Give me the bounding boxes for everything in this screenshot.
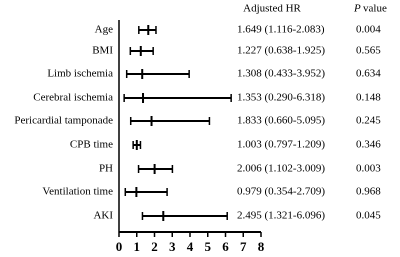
category-label: Ventilation time bbox=[42, 186, 113, 198]
p-value: 0.004 bbox=[356, 24, 381, 36]
x-tick-label: 8 bbox=[258, 239, 265, 254]
p-header-italic: P bbox=[353, 3, 361, 15]
hr-header: Adjusted HR bbox=[243, 3, 301, 15]
p-value: 0.245 bbox=[356, 115, 381, 127]
hr-label: 1.833 (0.660-5.095) bbox=[237, 115, 325, 127]
category-label: AKI bbox=[93, 210, 113, 222]
hr-label: 2.006 (1.102-3.009) bbox=[237, 163, 325, 175]
hr-label: 0.979 (0.354-2.709) bbox=[237, 186, 325, 198]
p-value: 0.346 bbox=[356, 139, 381, 151]
category-label: Age bbox=[95, 24, 113, 36]
hr-label: 1.003 (0.797-1.209) bbox=[237, 139, 325, 151]
p-value: 0.565 bbox=[356, 45, 381, 57]
category-label: PH bbox=[99, 163, 113, 175]
x-tick-label: 4 bbox=[187, 239, 194, 254]
hr-label: 1.353 (0.290-6.318) bbox=[237, 92, 325, 104]
hr-label: 1.649 (1.116-2.083) bbox=[237, 24, 325, 36]
hr-label: 1.308 (0.433-3.952) bbox=[237, 68, 325, 80]
category-label: CPB time bbox=[70, 139, 113, 151]
category-label: Cerebral ischemia bbox=[33, 92, 113, 104]
p-value: 0.968 bbox=[356, 186, 381, 198]
x-tick-label: 5 bbox=[205, 239, 212, 254]
x-tick-label: 7 bbox=[240, 239, 247, 254]
x-tick-label: 0 bbox=[116, 239, 123, 254]
category-label: Pericardial tamponade bbox=[14, 115, 113, 127]
hr-label: 2.495 (1.321-6.096) bbox=[237, 210, 325, 222]
p-value: 0.148 bbox=[356, 92, 381, 104]
category-label: BMI bbox=[92, 45, 113, 57]
category-label: Limb ischemia bbox=[47, 68, 113, 80]
x-tick-label: 2 bbox=[151, 239, 158, 254]
p-value: 0.634 bbox=[356, 68, 381, 80]
x-tick-label: 3 bbox=[169, 239, 176, 254]
x-tick-label: 1 bbox=[134, 239, 141, 254]
p-value: 0.003 bbox=[356, 163, 381, 175]
p-value: 0.045 bbox=[356, 210, 381, 222]
x-tick-label: 6 bbox=[222, 239, 229, 254]
hr-label: 1.227 (0.638-1.925) bbox=[237, 45, 325, 57]
p-header-rest: value bbox=[363, 3, 387, 15]
